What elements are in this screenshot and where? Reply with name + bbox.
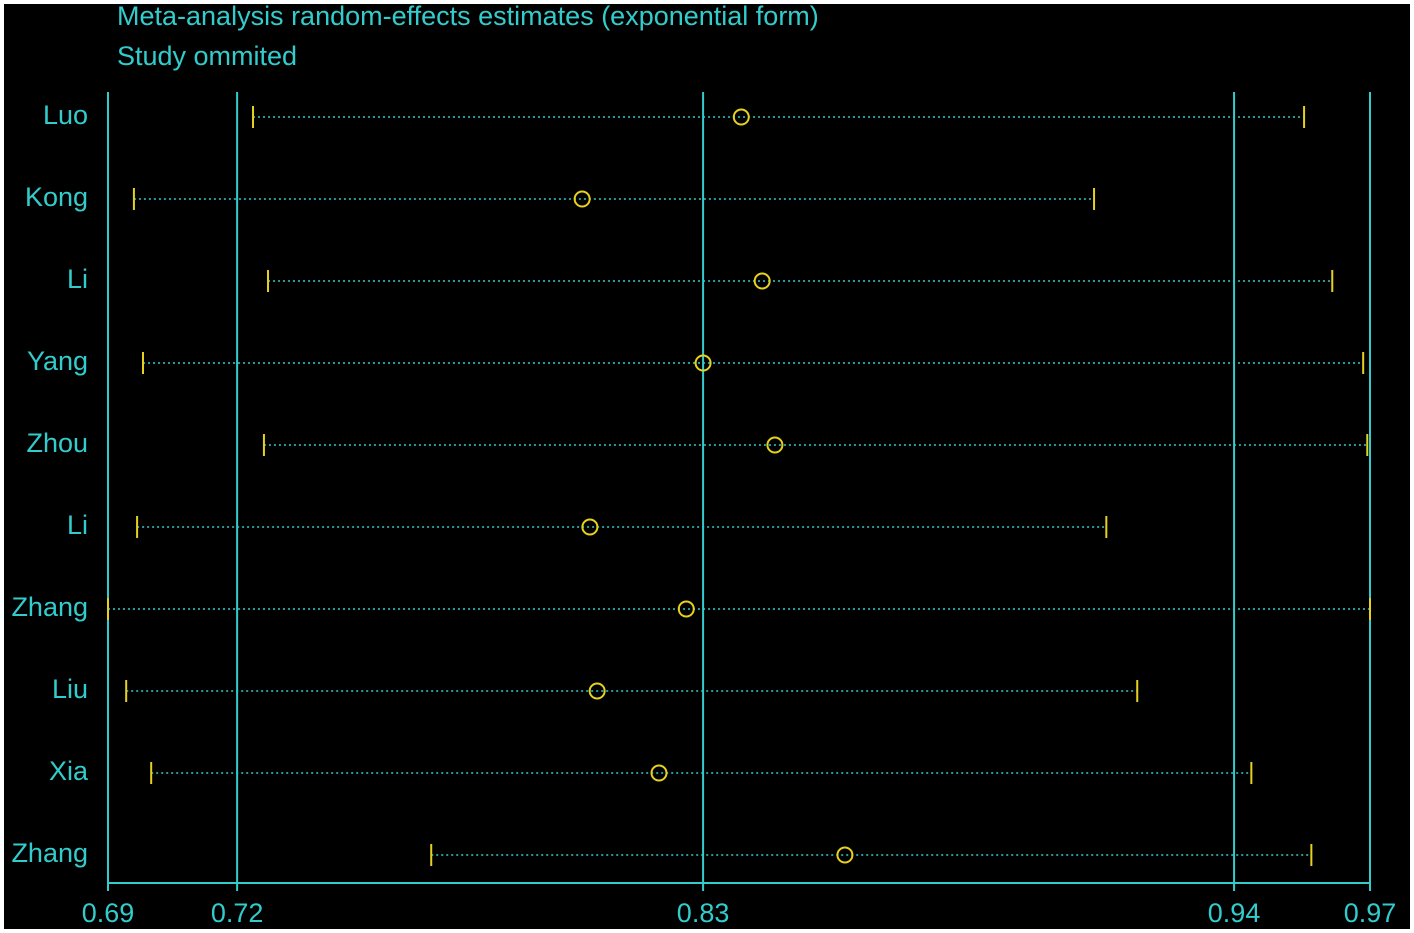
y-tick-label: Liu	[52, 674, 88, 704]
y-tick-label: Luo	[43, 100, 88, 130]
estimate-point	[677, 600, 695, 618]
x-tick-label: 0.69	[82, 898, 135, 928]
chart-subtitle: Study ommited	[117, 41, 297, 71]
estimate-point	[650, 764, 668, 782]
plot-background	[4, 4, 1410, 929]
estimate-point	[694, 354, 712, 372]
y-tick-label: Li	[67, 510, 88, 540]
x-tick-label: 0.83	[677, 898, 730, 928]
estimate-point	[836, 846, 854, 864]
x-tick-label: 0.97	[1344, 898, 1397, 928]
estimate-point	[753, 272, 771, 290]
y-tick-label: Zhou	[26, 428, 88, 458]
y-tick-label: Li	[67, 264, 88, 294]
estimate-point	[573, 190, 591, 208]
estimate-point	[581, 518, 599, 536]
chart-title: Meta-analysis random-effects estimates (…	[117, 1, 819, 31]
estimate-point	[766, 436, 784, 454]
y-tick-label: Zhang	[11, 592, 88, 622]
x-tick-label: 0.94	[1208, 898, 1261, 928]
y-tick-label: Zhang	[11, 838, 88, 868]
x-tick-label: 0.72	[211, 898, 264, 928]
estimate-point	[588, 682, 606, 700]
estimate-point	[732, 108, 750, 126]
y-tick-label: Yang	[27, 346, 88, 376]
y-tick-label: Kong	[25, 182, 88, 212]
y-tick-label: Xia	[49, 756, 89, 786]
